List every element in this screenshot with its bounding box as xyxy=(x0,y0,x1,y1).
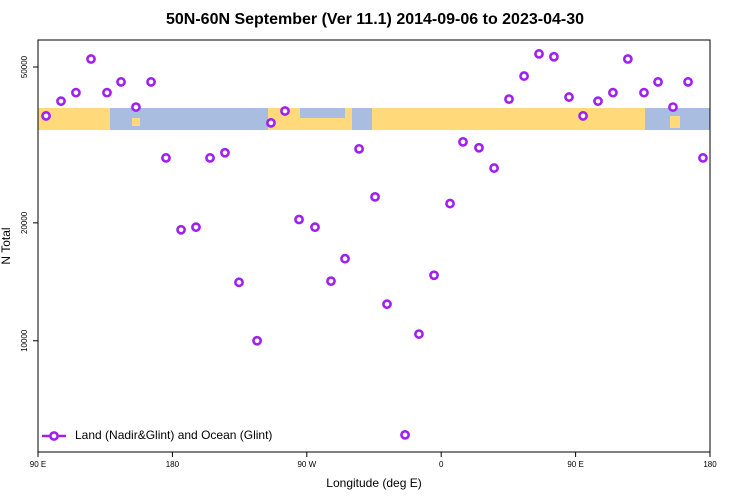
point xyxy=(71,87,81,98)
point xyxy=(414,329,424,339)
point xyxy=(458,136,468,147)
point xyxy=(564,92,574,102)
point xyxy=(653,77,663,87)
y-tick-label: 10000 xyxy=(20,329,29,352)
point xyxy=(639,87,649,98)
point xyxy=(504,94,514,105)
point xyxy=(445,198,455,209)
point xyxy=(519,71,529,81)
point xyxy=(622,54,633,64)
point xyxy=(131,102,141,112)
point xyxy=(220,147,230,158)
point xyxy=(205,153,215,163)
point xyxy=(234,277,244,288)
point xyxy=(683,77,693,87)
point xyxy=(116,77,126,87)
point xyxy=(370,191,380,202)
y-tick-label: 50000 xyxy=(20,55,29,78)
point xyxy=(429,270,439,281)
x-tick-label: 90 E xyxy=(30,460,46,469)
point xyxy=(578,111,588,121)
point xyxy=(56,96,66,107)
y-tick-label: 20000 xyxy=(20,211,29,234)
point xyxy=(252,335,262,346)
point xyxy=(280,106,290,116)
point xyxy=(340,253,350,264)
point xyxy=(382,299,392,310)
legend-marker xyxy=(49,431,59,441)
point xyxy=(668,102,678,112)
point xyxy=(161,153,171,163)
x-tick-label: 90 E xyxy=(567,460,583,469)
point xyxy=(593,96,603,107)
x-tick-label: 0 xyxy=(439,460,444,469)
point xyxy=(354,143,364,154)
point xyxy=(326,276,336,287)
point xyxy=(474,142,484,153)
point xyxy=(266,117,276,128)
point xyxy=(310,222,320,233)
point xyxy=(86,54,96,64)
point xyxy=(534,49,544,59)
point xyxy=(146,77,156,87)
point xyxy=(191,222,201,233)
point xyxy=(176,224,186,235)
point xyxy=(294,214,304,225)
point xyxy=(400,429,410,440)
point xyxy=(489,163,499,173)
point xyxy=(608,87,618,98)
point xyxy=(549,51,559,62)
x-axis-label: Longitude (deg E) xyxy=(326,476,421,490)
plot-frame xyxy=(37,39,711,453)
point xyxy=(102,87,112,98)
x-tick-label: 180 xyxy=(703,460,717,469)
point xyxy=(698,153,708,163)
point xyxy=(41,111,51,121)
map-strip xyxy=(38,108,710,130)
x-tick-label: 180 xyxy=(166,460,180,469)
chart-title: 50N-60N September (Ver 11.1) 2014-09-06 … xyxy=(166,11,584,28)
x-tick-label: 90 W xyxy=(297,460,316,469)
legend-label: Land (Nadir&Glint) and Ocean (Glint) xyxy=(75,428,272,442)
y-axis-label: N Total xyxy=(0,227,13,264)
